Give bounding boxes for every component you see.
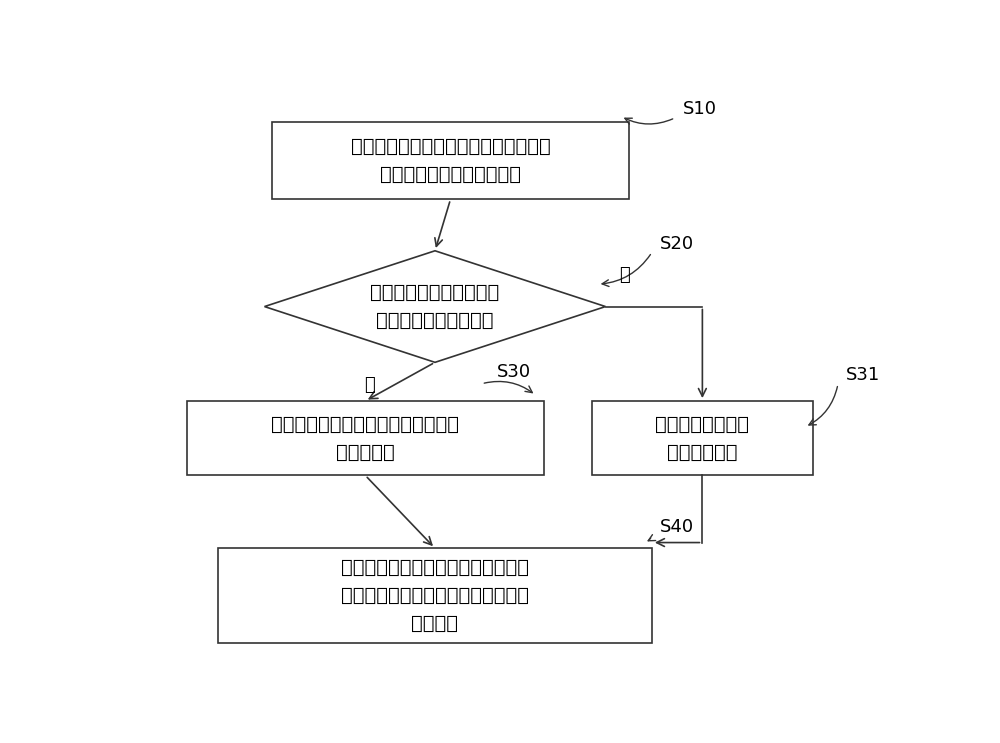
FancyBboxPatch shape xyxy=(218,548,652,643)
FancyBboxPatch shape xyxy=(272,122,629,199)
Text: 通过最佳匹配调谐网络参数对所述初
次调谐信号进行再次调谐，并从天线
发射出去: 通过最佳匹配调谐网络参数对所述初 次调谐信号进行再次调谐，并从天线 发射出去 xyxy=(341,558,529,633)
Text: 否: 否 xyxy=(620,266,630,284)
Text: S30: S30 xyxy=(497,363,531,381)
Text: S10: S10 xyxy=(683,100,717,118)
FancyBboxPatch shape xyxy=(592,401,813,476)
Text: S20: S20 xyxy=(660,235,694,253)
Text: 接收放大器输出的信号，并通过调谐网
络对所述信号进行初次调谐: 接收放大器输出的信号，并通过调谐网 络对所述信号进行初次调谐 xyxy=(351,137,550,184)
Text: 是: 是 xyxy=(364,376,374,395)
Text: S40: S40 xyxy=(660,518,694,536)
Text: S31: S31 xyxy=(846,366,880,384)
Text: 逐步驱动调谐网络，获得最佳匹配调
谐网络参数: 逐步驱动调谐网络，获得最佳匹配调 谐网络参数 xyxy=(271,415,459,461)
Polygon shape xyxy=(264,251,606,363)
Text: 判断初次调谐信号的驻波
比是否大于预设的阈值: 判断初次调谐信号的驻波 比是否大于预设的阈值 xyxy=(370,283,500,330)
Text: 将所述信号直接从
天线发射出去: 将所述信号直接从 天线发射出去 xyxy=(655,415,749,461)
FancyBboxPatch shape xyxy=(187,401,544,476)
